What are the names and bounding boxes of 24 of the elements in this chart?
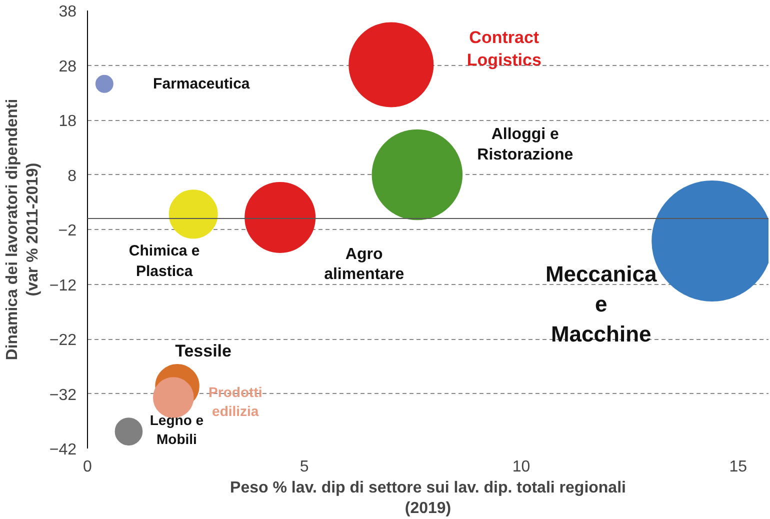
x-axis-title: Peso % lav. dip di settore sui lav. dip. totali regionali (2019) xyxy=(230,480,626,517)
y-tick-label: 8 xyxy=(68,168,77,185)
x-tick-label: 10 xyxy=(512,458,530,476)
y-tick-label: −12 xyxy=(49,277,77,294)
y-tick-label: −42 xyxy=(49,442,77,458)
series-label: Agro alimentare xyxy=(324,246,404,284)
series-label: Contract Logistics xyxy=(466,28,542,70)
y-tick-label: 28 xyxy=(58,58,77,76)
series-label: Meccanica e Macchine xyxy=(545,261,658,346)
x-tick-label: 0 xyxy=(83,458,92,476)
x-tick-label: 15 xyxy=(729,458,748,476)
y-tick-label: 38 xyxy=(58,4,77,20)
series-label: Legno e Mobili xyxy=(150,412,204,448)
series-label: Prodotti edilizia xyxy=(208,384,262,420)
text: Farmaceutica xyxy=(153,75,250,92)
y-axis-title: Dinamica dei lavoratori dipendenti (var % 2011-2019) xyxy=(4,98,42,360)
series-label: Chimica e Plastica xyxy=(128,242,200,280)
y-tick-label: 18 xyxy=(58,113,77,130)
y-tick-label: −32 xyxy=(49,386,77,404)
y-tick-label: −22 xyxy=(49,332,77,349)
series-label: Tessile xyxy=(175,342,232,361)
x-tick-label: 5 xyxy=(300,458,309,476)
series-label: Alloggi e Ristorazione xyxy=(477,126,574,164)
y-tick-label: −2 xyxy=(58,222,77,240)
